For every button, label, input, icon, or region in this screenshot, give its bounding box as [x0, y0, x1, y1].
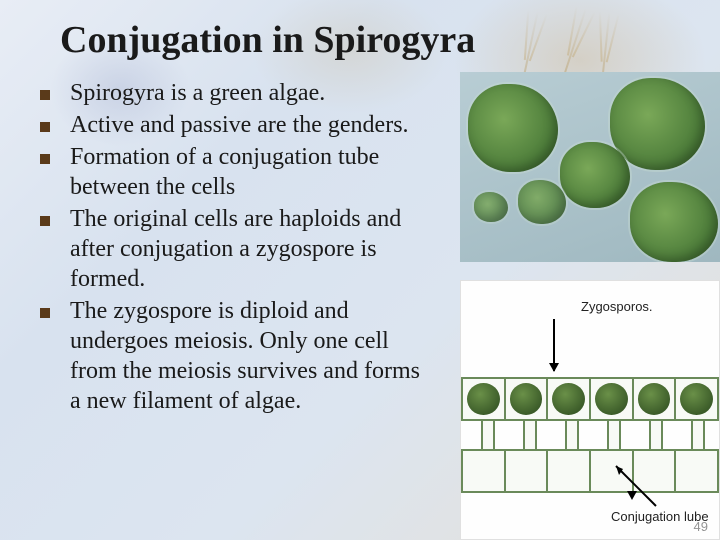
conjugation-diagram: Zygosporos. Conjugation lube: [460, 280, 720, 540]
conjugation-tube: [607, 421, 621, 449]
bullet-square-icon: [40, 216, 50, 226]
bullet-square-icon: [40, 154, 50, 164]
filament-row: [461, 449, 719, 493]
list-item: Spirogyra is a green algae.: [30, 78, 430, 108]
zygospore-label: Zygosporos.: [581, 299, 653, 314]
bullet-square-icon: [40, 308, 50, 318]
page-number: 49: [694, 519, 708, 534]
slide-title: Conjugation in Spirogyra: [60, 18, 475, 62]
conjugation-tube: [691, 421, 705, 449]
bullet-text: Spirogyra is a green algae.: [70, 78, 325, 108]
filament-row: [461, 377, 719, 421]
micrograph-image: [460, 72, 720, 262]
list-item: Formation of a conjugation tube between …: [30, 142, 430, 202]
bullet-square-icon: [40, 90, 50, 100]
arrow-icon: [601, 461, 671, 511]
list-item: The zygospore is diploid and undergoes m…: [30, 296, 430, 416]
arrow-icon: [553, 319, 555, 371]
bullet-text: The zygospore is diploid and undergoes m…: [70, 296, 430, 416]
conjugation-tube: [481, 421, 495, 449]
list-item: Active and passive are the genders.: [30, 110, 430, 140]
bullet-text: Active and passive are the genders.: [70, 110, 409, 140]
conjugation-tube: [565, 421, 579, 449]
bullet-square-icon: [40, 122, 50, 132]
list-item: The original cells are haploids and afte…: [30, 204, 430, 294]
conjugation-tube: [523, 421, 537, 449]
bullet-text: The original cells are haploids and afte…: [70, 204, 430, 294]
conjugation-tube: [649, 421, 663, 449]
bullet-text: Formation of a conjugation tube between …: [70, 142, 430, 202]
bullet-list: Spirogyra is a green algae. Active and p…: [30, 78, 430, 418]
